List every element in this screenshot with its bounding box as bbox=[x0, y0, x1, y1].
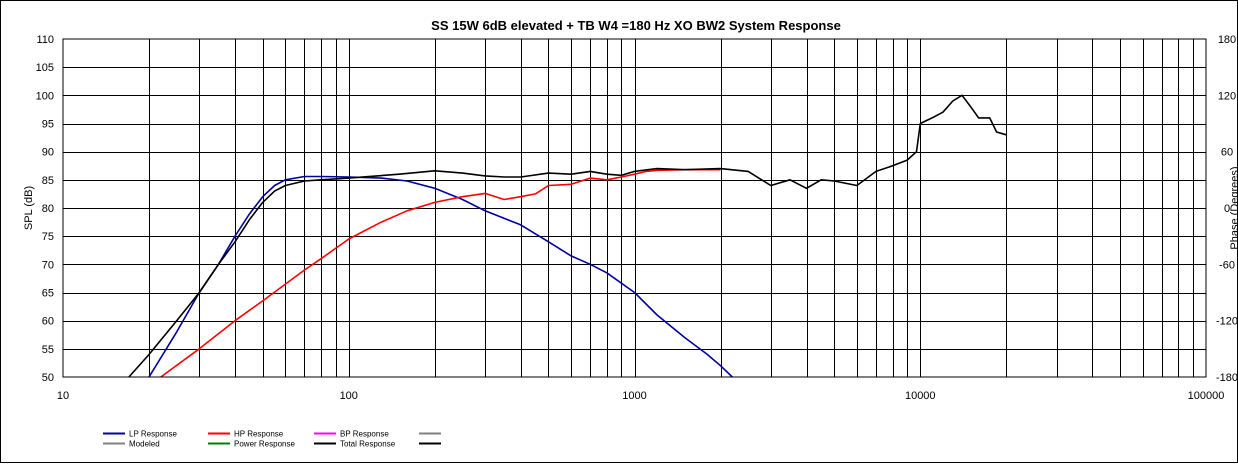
y2-tick-label: 60 bbox=[1221, 147, 1233, 159]
y2-tick-label: 0 bbox=[1224, 203, 1230, 215]
y2-tick-label: 120 bbox=[1218, 90, 1236, 102]
y-tick-label: 60 bbox=[42, 316, 54, 328]
plot-grid bbox=[63, 39, 1206, 377]
y2-axis-label: Phase (Degrees) bbox=[1229, 166, 1238, 249]
legend-label: Power Response bbox=[234, 440, 295, 449]
plot-series bbox=[128, 94, 1007, 377]
y-tick-label: 80 bbox=[42, 203, 54, 215]
x-tick-label: 10000 bbox=[905, 390, 936, 402]
y-tick-label: 100 bbox=[36, 90, 54, 102]
y-tick-label: 110 bbox=[36, 34, 54, 46]
y-tick-label: 95 bbox=[42, 119, 54, 131]
chart-title: SS 15W 6dB elevated + TB W4 =180 Hz XO B… bbox=[431, 18, 841, 33]
y-tick-label: 85 bbox=[42, 175, 54, 187]
x-tick-label: 10 bbox=[57, 390, 69, 402]
y2-tick-label: 180 bbox=[1218, 34, 1236, 46]
y-tick-label: 105 bbox=[36, 62, 54, 74]
y-tick-label: 70 bbox=[42, 259, 54, 271]
legend-label: Modeled bbox=[129, 440, 160, 449]
x-tick-label: 100 bbox=[340, 390, 358, 402]
y2-tick-label: -60 bbox=[1219, 259, 1235, 271]
y-axis-label: SPL (dB) bbox=[23, 186, 35, 230]
legend-label: BP Response bbox=[340, 430, 389, 439]
axis-ticks: 10 100 1000 10000 100000 110 105 100 95 90 85 80 75 7… bbox=[36, 34, 1238, 402]
legend-label: Total Response bbox=[340, 440, 396, 449]
y2-tick-label: -180 bbox=[1216, 372, 1238, 384]
chart-legend: LP Response HP Response BP Response Modeled… bbox=[103, 430, 441, 449]
y-tick-label: 75 bbox=[42, 231, 54, 243]
series-total-responseline bbox=[128, 94, 1007, 377]
legend-label: HP Response bbox=[234, 430, 284, 439]
legend-label: LP Response bbox=[129, 430, 177, 439]
y-tick-label: 90 bbox=[42, 147, 54, 159]
x-tick-label: 1000 bbox=[622, 390, 646, 402]
y-tick-label: 65 bbox=[42, 288, 54, 300]
series-lp-responseline bbox=[148, 175, 733, 377]
plot-border bbox=[62, 38, 1207, 378]
y-tick-label: 50 bbox=[42, 372, 54, 384]
y-tick-label: 55 bbox=[42, 344, 54, 356]
y2-tick-label: -120 bbox=[1216, 316, 1238, 328]
x-tick-label: 100000 bbox=[1188, 390, 1225, 402]
series-hp-responseline bbox=[160, 168, 721, 377]
